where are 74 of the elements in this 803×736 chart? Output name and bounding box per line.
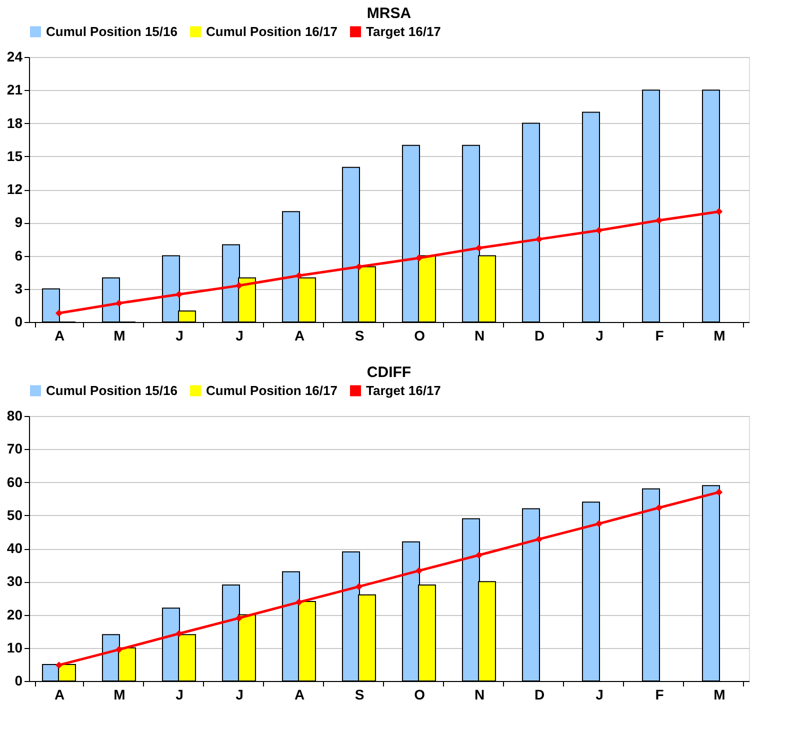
x-tick-label: A bbox=[294, 686, 305, 702]
y-tick-label: 50 bbox=[6, 506, 23, 523]
legend-label: Target 16/17 bbox=[366, 382, 441, 398]
point bbox=[55, 662, 63, 669]
x-tick-label: A bbox=[54, 328, 65, 344]
point bbox=[115, 646, 123, 654]
point bbox=[535, 236, 543, 243]
chart-title: MRSA bbox=[366, 5, 412, 22]
point bbox=[415, 254, 423, 262]
y-tick-label: 20 bbox=[6, 606, 23, 622]
x-tick-label: D bbox=[534, 328, 545, 344]
legend-label: Cumul Position 15/16 bbox=[46, 382, 178, 398]
x-tick-label: J bbox=[176, 328, 184, 344]
x-tick-label: F bbox=[655, 686, 664, 702]
x-tick-label: S bbox=[354, 686, 364, 702]
point bbox=[715, 488, 723, 496]
y-tick-label: 60 bbox=[6, 474, 23, 490]
point bbox=[355, 263, 363, 270]
y-tick-label: 6 bbox=[14, 247, 23, 264]
y-tick-label: 0 bbox=[14, 314, 23, 330]
y-tick-label: 10 bbox=[6, 639, 23, 656]
point bbox=[295, 598, 303, 606]
point bbox=[55, 310, 63, 317]
point bbox=[175, 290, 183, 298]
x-tick-label: A bbox=[294, 328, 305, 344]
legend-label: Target 16/17 bbox=[366, 24, 441, 39]
point bbox=[475, 244, 483, 252]
x-tick-label: A bbox=[54, 686, 65, 702]
point bbox=[595, 520, 603, 528]
chart-title: CDIFF bbox=[366, 364, 412, 381]
y-tick-label: 30 bbox=[6, 573, 23, 590]
x-tick-label: J bbox=[176, 686, 184, 702]
x-tick-label: F bbox=[655, 328, 664, 344]
x-tick-label: J bbox=[236, 328, 244, 344]
x-tick-label: N bbox=[474, 328, 485, 344]
point bbox=[235, 282, 243, 290]
x-tick-label: J bbox=[236, 686, 244, 702]
y-tick-label: 3 bbox=[14, 280, 23, 296]
x-tick-label: O bbox=[414, 686, 426, 702]
point bbox=[235, 614, 243, 622]
y-tick-label: 70 bbox=[6, 440, 23, 457]
y-tick-label: 15 bbox=[6, 148, 23, 164]
y-tick-label: 9 bbox=[14, 214, 23, 230]
point bbox=[535, 536, 543, 543]
y-tick-label: 21 bbox=[6, 82, 23, 98]
point bbox=[595, 226, 603, 234]
x-tick-label: N bbox=[474, 686, 485, 702]
x-tick-label: J bbox=[596, 328, 604, 344]
x-tick-label: M bbox=[714, 686, 726, 702]
legend-label: Cumul Position 15/16 bbox=[46, 24, 178, 39]
point bbox=[415, 567, 423, 574]
point bbox=[655, 216, 663, 224]
point bbox=[115, 300, 123, 307]
x-tick-label: D bbox=[534, 686, 545, 702]
point bbox=[175, 630, 183, 638]
y-tick-label: 24 bbox=[6, 48, 23, 64]
point bbox=[715, 208, 723, 216]
x-tick-label: M bbox=[714, 328, 726, 344]
y-tick-label: 0 bbox=[14, 672, 23, 688]
point bbox=[475, 552, 483, 559]
x-tick-label: S bbox=[354, 328, 364, 344]
x-tick-label: M bbox=[114, 328, 126, 344]
x-tick-label: M bbox=[114, 686, 126, 702]
point bbox=[295, 272, 303, 280]
y-tick-label: 40 bbox=[6, 540, 23, 556]
point bbox=[655, 504, 663, 512]
point bbox=[355, 583, 363, 590]
x-tick-label: O bbox=[414, 328, 426, 344]
legend-label: Cumul Position 16/17 bbox=[206, 24, 338, 39]
y-tick-label: 12 bbox=[6, 181, 23, 197]
y-tick-label: 18 bbox=[6, 114, 23, 131]
x-tick-label: J bbox=[596, 686, 604, 702]
legend-label: Cumul Position 16/17 bbox=[206, 382, 338, 398]
y-tick-label: 80 bbox=[6, 408, 23, 424]
